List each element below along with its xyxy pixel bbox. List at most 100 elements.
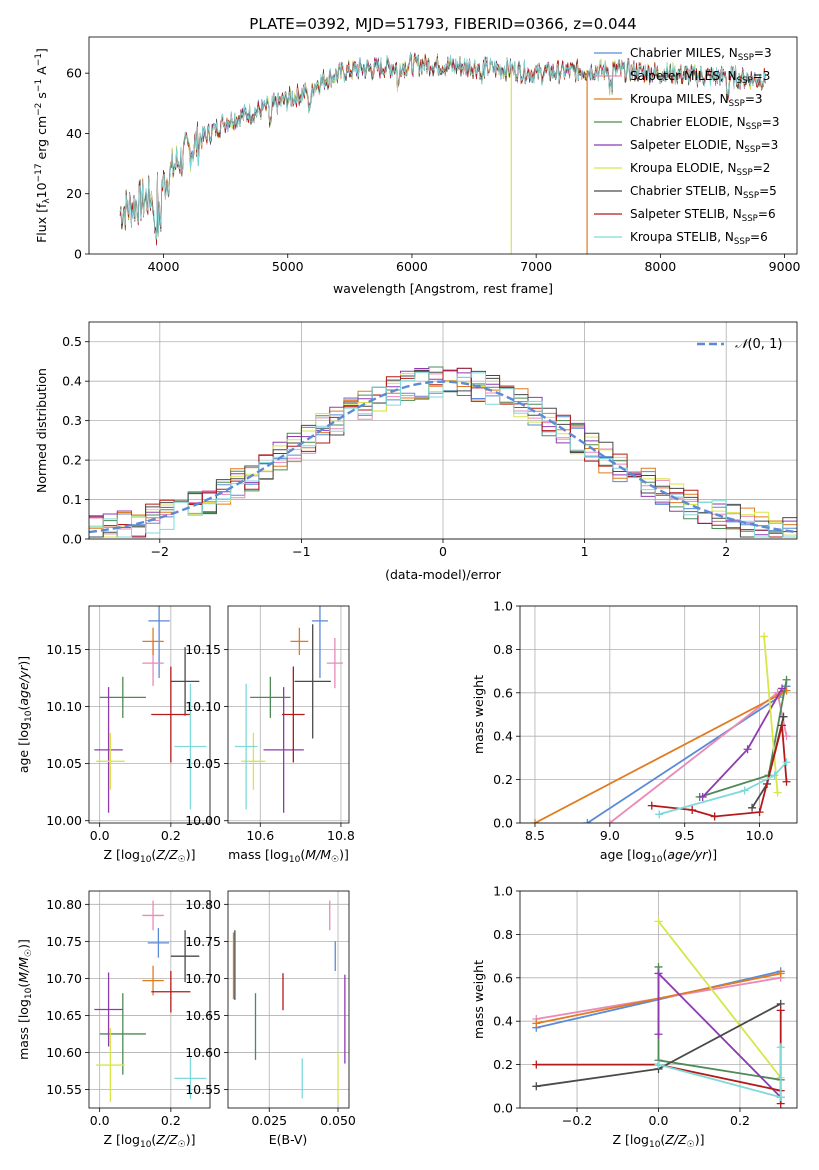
y-tick-label: 10.70 bbox=[185, 971, 221, 986]
weight-marker bbox=[740, 786, 749, 795]
y-tick-label: 10.05 bbox=[46, 756, 82, 771]
errorbars bbox=[94, 900, 207, 1103]
y-tick-label: 10.70 bbox=[46, 971, 82, 986]
x-tick-label: 0.0 bbox=[90, 828, 110, 843]
y-tick-label: 1.0 bbox=[493, 884, 513, 899]
y-tick-label: 0.8 bbox=[493, 927, 513, 942]
y-tick-label: 0.2 bbox=[62, 453, 82, 468]
axes-frame bbox=[227, 890, 350, 1109]
x-tick-label: 0.0 bbox=[90, 1113, 110, 1128]
x-tick-label: 1 bbox=[581, 544, 589, 559]
x-tick-label: 0 bbox=[439, 544, 447, 559]
spectrum-series bbox=[119, 53, 766, 240]
figure-title: PLATE=0392, MJD=51793, FIBERID=0366, z=0… bbox=[249, 15, 636, 33]
y-tick-label: 10.10 bbox=[46, 699, 82, 714]
y-tick-label: 0.5 bbox=[62, 334, 82, 349]
weight-marker bbox=[773, 788, 782, 797]
y-tick-label: 10.00 bbox=[185, 813, 221, 828]
weight-marker bbox=[654, 969, 663, 978]
weight-marker bbox=[782, 675, 791, 684]
y-tick-label: 0 bbox=[74, 247, 82, 262]
legend-label: Chabrier MILES, NSSP=3 bbox=[630, 46, 772, 63]
chart-spectrum: 4000 5000 6000 7000 8000 9000 0 20 40 60 Chabrier … bbox=[34, 36, 801, 296]
histogram-series bbox=[89, 367, 797, 538]
y-tick-label: 10.15 bbox=[46, 642, 82, 657]
weight-marker bbox=[760, 632, 769, 641]
weight-marker bbox=[532, 1019, 541, 1028]
x-tick-label: 8.5 bbox=[525, 828, 545, 843]
y-tick-label: 10.80 bbox=[185, 897, 221, 912]
weight-series bbox=[751, 716, 785, 809]
x-tick-label: 4000 bbox=[148, 259, 180, 274]
weight-series bbox=[657, 920, 782, 1079]
chart-residuals: −2 −1 0 1 2 0.0 0.1 0.2 0.3 0.4 0.5 𝒩(0, 1) (data-mo… bbox=[34, 321, 798, 582]
chart-age_vs_mass: 10.6 10.8 10.00 10.05 10.10 10.15 mass [log10(… bbox=[185, 605, 355, 865]
x-tick-label: 9.0 bbox=[600, 828, 620, 843]
weight-marker bbox=[778, 684, 787, 693]
weight-marker bbox=[770, 771, 779, 780]
x-tick-label: 0.025 bbox=[251, 1113, 287, 1128]
y-tick-label: 20 bbox=[66, 186, 82, 201]
weight-marker bbox=[776, 1006, 785, 1015]
axes-frame bbox=[519, 605, 798, 824]
y-tick-label: 0.2 bbox=[493, 772, 513, 787]
weight-marker bbox=[782, 777, 791, 786]
weight-marker bbox=[743, 745, 752, 754]
weight-marker bbox=[532, 1060, 541, 1069]
errorbars bbox=[232, 900, 346, 1105]
y-axis-label: age [log10(age/yr)] bbox=[16, 656, 34, 773]
y-tick-label: 10.75 bbox=[185, 934, 221, 949]
x-tick-label: 5000 bbox=[272, 259, 304, 274]
y-tick-label: 0.0 bbox=[493, 1101, 513, 1116]
axes-frame bbox=[88, 36, 798, 255]
y-tick-label: 0.1 bbox=[62, 492, 82, 507]
y-axis-label: mass weight bbox=[471, 960, 486, 1039]
weight-marker bbox=[782, 732, 791, 741]
y-tick-label: 0.0 bbox=[62, 532, 82, 547]
legend-label: Salpeter ELODIE, NSSP=3 bbox=[630, 138, 778, 155]
histogram-series bbox=[89, 369, 797, 538]
chart-age_vs_Z: 0.0 0.2 10.00 10.05 10.10 10.15 Z [log10(Z/Z☉)… bbox=[16, 605, 211, 865]
normal-curve bbox=[89, 380, 797, 534]
x-tick-label: 0.2 bbox=[161, 1113, 181, 1128]
weight-marker bbox=[583, 819, 592, 823]
y-tick-label: 10.60 bbox=[185, 1045, 221, 1060]
y-tick-label: 10.55 bbox=[185, 1082, 221, 1097]
weight-marker bbox=[688, 805, 697, 814]
weight-series bbox=[657, 967, 781, 1081]
weight-marker bbox=[530, 819, 539, 823]
axes-frame bbox=[519, 890, 798, 1109]
y-tick-label: 10.65 bbox=[46, 1008, 82, 1023]
weight-series bbox=[534, 689, 787, 823]
y-tick-label: 40 bbox=[66, 126, 82, 141]
weight-marker bbox=[776, 1093, 785, 1102]
weight-marker bbox=[779, 712, 788, 721]
y-axis-label: mass weight bbox=[471, 675, 486, 754]
weight-marker bbox=[710, 812, 719, 821]
y-tick-label: 10.05 bbox=[185, 756, 221, 771]
legend-label: Salpeter MILES, NSSP=3 bbox=[630, 69, 770, 86]
y-tick-label: 10.00 bbox=[46, 813, 82, 828]
y-tick-label: 0.8 bbox=[493, 642, 513, 657]
y-tick-label: 10.80 bbox=[46, 897, 82, 912]
y-tick-label: 10.75 bbox=[46, 934, 82, 949]
histograms bbox=[89, 366, 797, 538]
x-tick-label: 10.8 bbox=[327, 828, 355, 843]
legend-label: Chabrier ELODIE, NSSP=3 bbox=[630, 115, 779, 132]
x-axis-label: mass [log10(M/M☉)] bbox=[228, 847, 349, 865]
x-tick-label: −0.2 bbox=[562, 1113, 592, 1128]
weight-series bbox=[651, 725, 788, 818]
x-tick-label: 2 bbox=[722, 544, 730, 559]
x-tick-label: 0.2 bbox=[730, 1113, 750, 1128]
weight-marker bbox=[782, 758, 791, 767]
x-axis-label: (data-model)/error bbox=[385, 567, 502, 582]
x-tick-label: 9.5 bbox=[675, 828, 695, 843]
legend-label: Kroupa MILES, NSSP=3 bbox=[630, 92, 763, 109]
chart-weight_vs_Z: −0.2 0.0 0.2 0.0 0.2 0.4 0.6 0.8 1.0 Z [log10(Z/Z… bbox=[471, 884, 798, 1150]
y-tick-label: 0.4 bbox=[62, 374, 82, 389]
weight-marker bbox=[778, 721, 787, 730]
y-tick-label: 0.6 bbox=[493, 685, 513, 700]
weight-lines bbox=[530, 632, 791, 823]
x-tick-label: 7000 bbox=[520, 259, 552, 274]
plots-layer: 4000 5000 6000 7000 8000 90000204060Chabrier … bbox=[16, 36, 801, 1150]
